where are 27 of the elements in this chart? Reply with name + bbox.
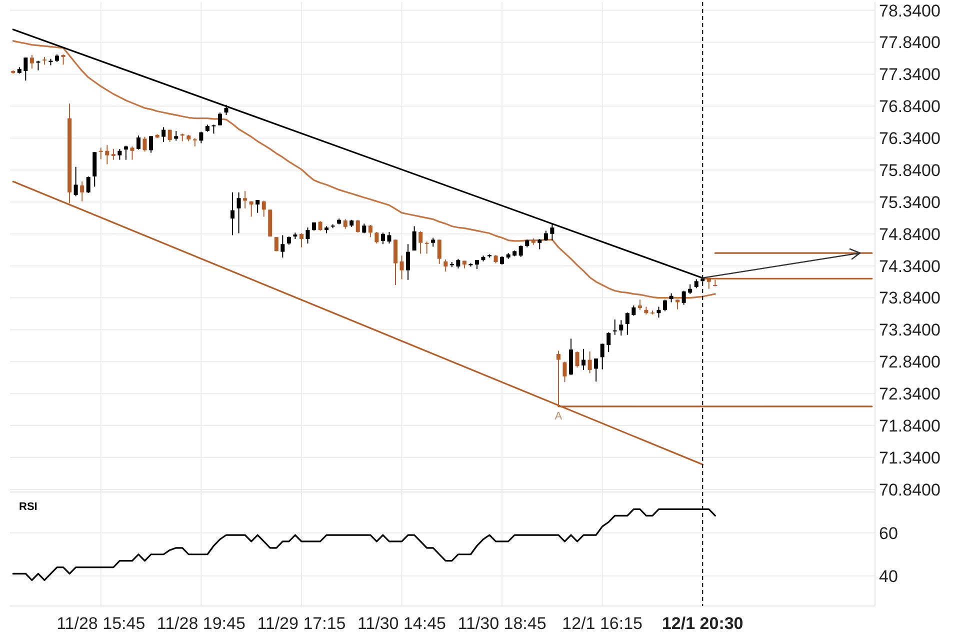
y-tick-label: 60	[879, 524, 898, 543]
y-tick-label: 74.3400	[879, 256, 940, 276]
y-tick-label: 75.8400	[879, 160, 940, 180]
x-tick-label: 12/1 20:30	[662, 614, 744, 633]
x-tick-label: 11/30 14:45	[357, 614, 446, 633]
y-tick-label: 75.3400	[879, 192, 940, 212]
x-tick-label: 11/30 18:45	[458, 614, 546, 633]
x-tick-label: 11/28 15:45	[56, 614, 146, 633]
text: RSI	[19, 501, 38, 513]
x-tick-label: 12/1 16:15	[562, 614, 643, 633]
x-tick-label: 11/29 17:15	[257, 614, 346, 633]
x-tick-label: 11/28 19:45	[156, 614, 246, 633]
y-tick-label: 78.3400	[879, 1, 940, 20]
y-tick-label: 73.3400	[879, 320, 940, 340]
y-tick-label: 70.8400	[879, 480, 940, 500]
annotation: A	[554, 410, 563, 422]
y-tick-label: 76.3400	[879, 129, 940, 148]
y-tick-label: 72.8400	[879, 352, 940, 372]
y-tick-label: 71.3400	[879, 448, 940, 468]
y-tick-label: 72.3400	[879, 384, 940, 404]
y-tick-label: 76.8400	[879, 97, 940, 116]
y-tick-label: 40	[879, 566, 898, 586]
y-tick-label: 77.8400	[879, 33, 940, 52]
y-tick-label: 74.8400	[879, 224, 940, 244]
y-tick-label: 71.8400	[879, 416, 940, 436]
y-tick-label: 77.3400	[879, 65, 940, 84]
y-tick-label: 73.8400	[879, 288, 940, 308]
